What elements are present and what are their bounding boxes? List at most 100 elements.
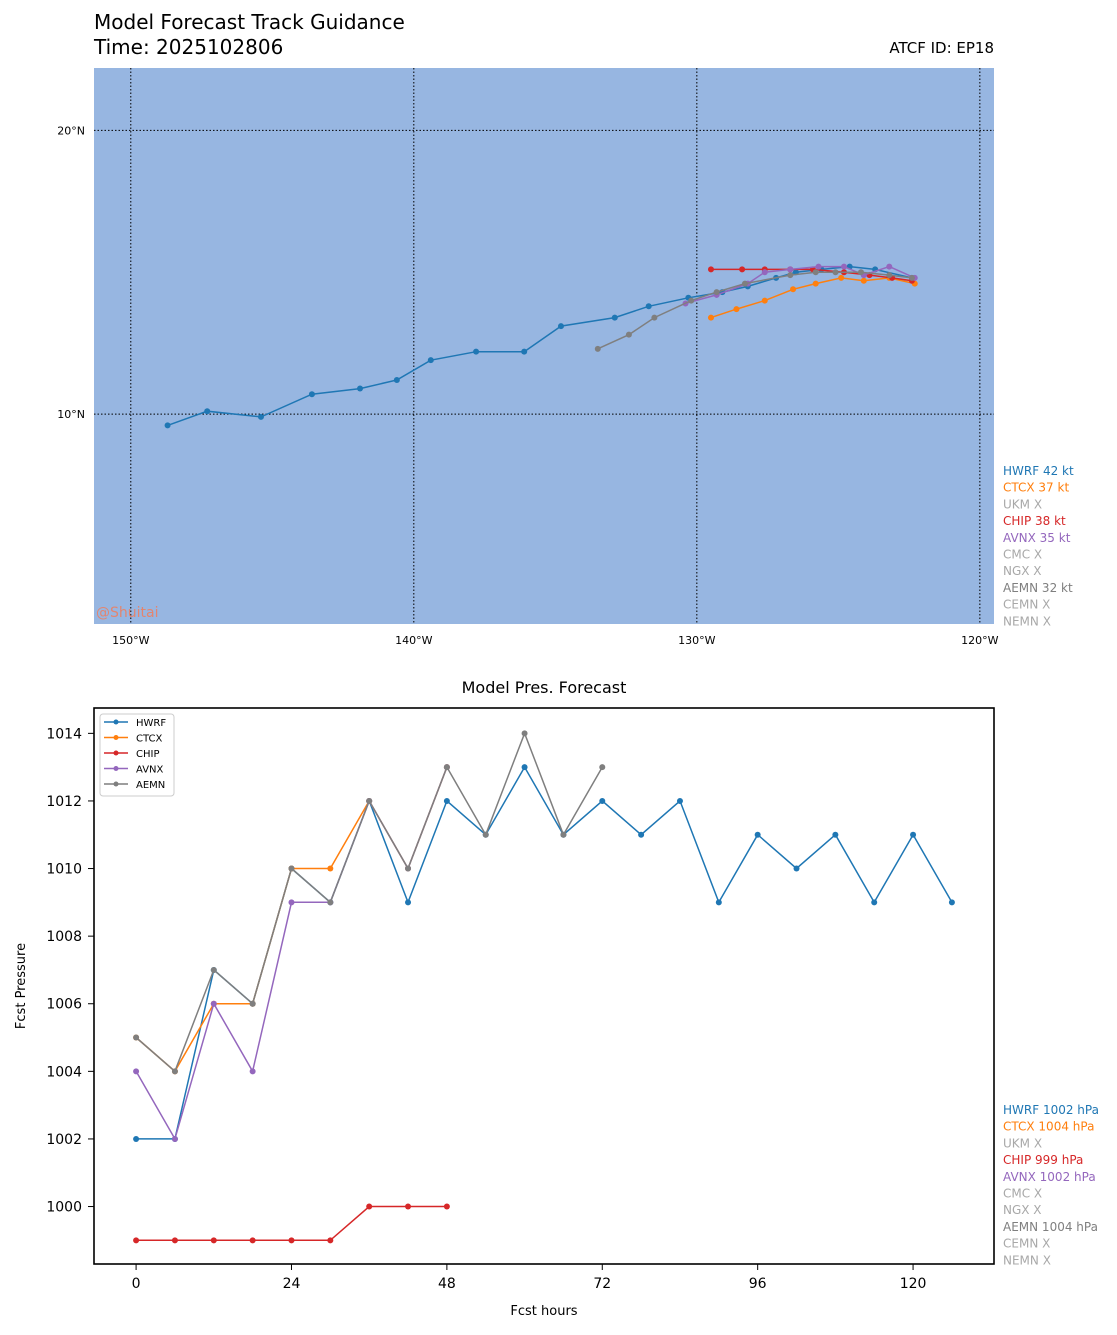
forecast-time: Time: 2025102806 <box>94 35 284 59</box>
data-point-aemn <box>521 730 528 737</box>
track-line-avnx <box>685 265 916 305</box>
map-legend-entry: NGX X <box>1003 564 1042 578</box>
track-point-aemn <box>688 297 695 304</box>
lat-tick-label: 20°N <box>57 124 85 137</box>
y-tick-label: 1008 <box>46 929 82 945</box>
y-tick-label: 1000 <box>46 1200 82 1216</box>
data-point-hwrf <box>599 797 606 804</box>
pressure-legend-entry: HWRF 1002 hPa <box>1003 1103 1099 1117</box>
data-point-aemn <box>560 831 567 838</box>
data-point-avnx <box>288 899 295 906</box>
track-point-ctcx <box>838 274 845 281</box>
pressure-legend-entry: NGX X <box>1003 1203 1042 1217</box>
lon-tick-label: 150°W <box>112 634 149 647</box>
data-point-aemn <box>443 764 450 771</box>
legend-label: HWRF <box>136 718 166 729</box>
x-tick-label: 24 <box>283 1276 301 1292</box>
track-map: 150°W 140°W 130°W 120°W 20°N 10°N @Shuitai HWRF… <box>57 68 1074 647</box>
series-legend: HWRF CTCX CHIP AVNX AEMN <box>99 713 175 797</box>
y-tick-label: 1014 <box>46 726 82 742</box>
data-point-hwrf <box>793 865 800 872</box>
legend-label: AVNX <box>136 765 164 776</box>
map-legend-entry: AEMN 32 kt <box>1003 581 1073 595</box>
pressure-legend-entry: CMC X <box>1003 1187 1042 1201</box>
legend-label: CHIP <box>136 749 159 760</box>
data-point-hwrf <box>443 797 450 804</box>
data-point-avnx <box>171 1135 178 1142</box>
y-axis-label: Fcst Pressure <box>14 943 29 1029</box>
track-point-aemn <box>713 289 720 296</box>
pressure-chart: Model Pres. Forecast 0 24 48 72 96 120 1000 1002… <box>14 678 1099 1319</box>
data-point-hwrf <box>676 797 683 804</box>
pressure-legend-entry: UKM X <box>1003 1136 1042 1150</box>
track-point-ctcx <box>812 280 819 287</box>
data-point-hwrf <box>871 899 878 906</box>
data-point-aemn <box>405 865 412 872</box>
data-point-chip <box>405 1203 412 1210</box>
track-point-aemn <box>625 331 632 338</box>
track-point-hwrf <box>164 422 171 429</box>
data-point-chip <box>249 1237 256 1244</box>
legend-box <box>99 713 175 797</box>
y-tick-label: 1002 <box>46 1132 82 1148</box>
track-point-hwrf <box>611 314 618 321</box>
legend-marker <box>113 766 119 771</box>
track-point-avnx <box>841 263 847 270</box>
x-tick-label: 48 <box>438 1276 456 1292</box>
data-point-hwrf <box>521 764 528 771</box>
map-legend-entry: AVNX 35 kt <box>1003 531 1071 545</box>
data-point-aemn <box>366 797 373 804</box>
data-point-avnx <box>249 1068 256 1075</box>
track-point-avnx <box>787 266 794 273</box>
y-tick-label: 1006 <box>46 997 82 1013</box>
lon-tick-label: 140°W <box>395 634 432 647</box>
plot-frame <box>93 707 995 1265</box>
track-point-ctcx <box>860 277 867 284</box>
atcf-id: ATCF ID: EP18 <box>889 39 994 57</box>
data-point-chip <box>133 1237 140 1244</box>
data-point-chip <box>366 1203 373 1210</box>
data-point-avnx <box>210 1000 217 1007</box>
legend-marker <box>113 781 119 787</box>
chart-title: Model Pres. Forecast <box>462 678 627 697</box>
data-point-hwrf <box>754 831 761 838</box>
data-point-aemn <box>482 831 489 838</box>
pressure-legend-entry: NEMN X <box>1003 1253 1051 1267</box>
data-point-hwrf <box>133 1135 140 1142</box>
map-legend-entry: CEMN X <box>1003 598 1050 612</box>
track-point-ctcx <box>790 286 797 293</box>
pressure-legend-entry: CEMN X <box>1003 1237 1050 1251</box>
data-point-aemn <box>171 1068 178 1075</box>
data-point-hwrf <box>715 899 722 906</box>
data-point-aemn <box>210 966 217 973</box>
pressure-legend-entry: AEMN 1004 hPa <box>1003 1220 1098 1234</box>
track-point-aemn <box>651 314 658 321</box>
data-point-aemn <box>133 1034 140 1041</box>
data-point-hwrf <box>948 899 955 906</box>
track-point-hwrf <box>645 303 652 310</box>
data-point-hwrf <box>405 899 412 906</box>
x-tick-label: 96 <box>749 1276 767 1292</box>
track-point-ctcx <box>707 314 714 321</box>
y-tick-label: 1010 <box>46 862 82 878</box>
track-point-hwrf <box>521 348 528 355</box>
data-point-aemn <box>599 764 606 771</box>
track-point-hwrf <box>427 357 434 364</box>
track-point-hwrf <box>257 413 264 420</box>
track-point-hwrf <box>357 385 364 392</box>
track-point-avnx <box>886 263 893 270</box>
map-legend-entry: UKM X <box>1003 497 1042 511</box>
track-point-aemn <box>787 272 794 279</box>
data-point-chip <box>443 1203 450 1210</box>
ocean-background <box>94 68 994 624</box>
x-tick-label: 0 <box>132 1276 141 1292</box>
track-point-avnx <box>815 263 822 270</box>
track-point-ctcx <box>761 297 768 304</box>
y-tick-label: 1012 <box>46 794 82 810</box>
track-point-hwrf <box>557 323 564 330</box>
legend-marker <box>113 750 119 756</box>
track-point-aemn <box>908 274 915 281</box>
legend-label: CTCX <box>136 734 162 745</box>
data-point-chip <box>288 1237 295 1244</box>
x-tick-label: 120 <box>900 1276 927 1292</box>
